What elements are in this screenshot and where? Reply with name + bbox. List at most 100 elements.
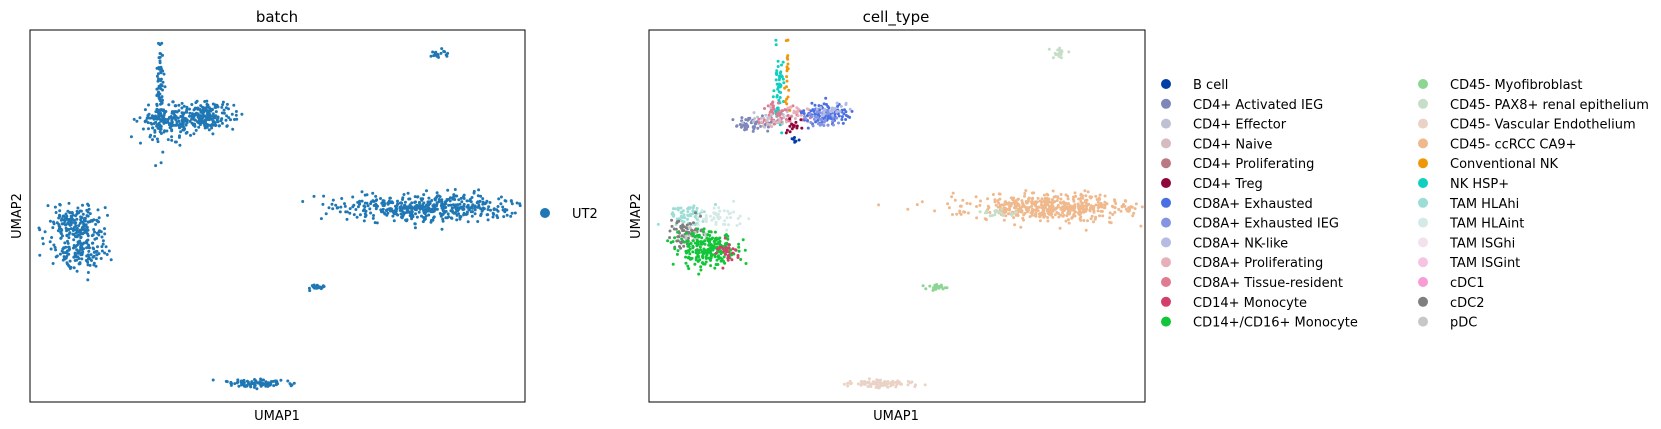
scatter-point [505, 213, 509, 217]
scatter-point [822, 112, 826, 116]
scatter-point [469, 200, 473, 204]
y-axis-label: UMAP2 [10, 193, 25, 239]
scatter-point [1042, 193, 1046, 197]
scatter-point [998, 203, 1002, 207]
scatter-point [702, 227, 706, 231]
scatter-point [997, 201, 1000, 205]
scatter-point [58, 252, 62, 256]
scatter-point [819, 122, 823, 126]
scatter-point [447, 215, 451, 219]
legend-label: B cell [1193, 78, 1228, 93]
scatter-point [369, 211, 373, 215]
scatter-point [818, 117, 822, 121]
scatter-point [1040, 197, 1044, 201]
scatter-point [1034, 200, 1037, 204]
scatter-point [687, 249, 691, 253]
scatter-point [75, 269, 79, 273]
scatter-point [72, 244, 76, 247]
scatter-point [782, 81, 786, 85]
scatter-point [998, 210, 1002, 214]
scatter-point [806, 126, 810, 130]
scatter-point [1022, 213, 1026, 217]
scatter-point [691, 244, 695, 248]
scatter-point [1098, 214, 1102, 218]
scatter-point [783, 86, 787, 90]
scatter-point [753, 117, 757, 120]
scatter-point [1043, 202, 1047, 206]
panel-title: cell_type [863, 8, 930, 27]
scatter-point [910, 380, 914, 384]
legend-item: CD14+/CD16+ Monocyte [1161, 316, 1358, 331]
scatter-point [706, 248, 710, 251]
scatter-point [778, 85, 782, 89]
scatter-point [413, 195, 417, 199]
scatter-point [343, 202, 346, 206]
scatter-point [86, 245, 90, 249]
scatter-point [104, 245, 108, 249]
scatter-point [756, 115, 760, 119]
scatter-point [1082, 219, 1086, 222]
legend-item: CD8A+ Exhausted [1161, 197, 1313, 212]
scatter-point [418, 201, 422, 205]
scatter-point [210, 117, 214, 121]
scatter-point [1140, 205, 1144, 209]
scatter-point [738, 214, 742, 218]
scatter-point [446, 188, 450, 192]
scatter-point [743, 125, 747, 129]
scatter-point [774, 71, 778, 75]
scatter-point [947, 206, 951, 210]
scatter-point [224, 106, 228, 110]
scatter-point [161, 98, 164, 102]
scatter-point [1016, 214, 1020, 217]
scatter-point [352, 203, 356, 207]
scatter-point [80, 228, 83, 232]
scatter-point [716, 263, 720, 266]
scatter-point [913, 385, 917, 389]
scatter-point [776, 110, 780, 114]
scatter-point [442, 202, 446, 206]
legend-label: CD4+ Proliferating [1193, 157, 1314, 172]
scatter-point [334, 203, 338, 207]
legend-item: TAM ISGhi [1418, 236, 1515, 251]
scatter-point [1072, 199, 1076, 203]
legend-label: CD14+/CD16+ Monocyte [1193, 316, 1358, 331]
scatter-point [233, 382, 237, 386]
scatter-point [148, 135, 152, 139]
scatter-point [155, 66, 159, 70]
scatter-point [206, 117, 210, 121]
scatter-point [1079, 199, 1083, 203]
scatter-point [753, 122, 757, 126]
legend-item: CD45- ccRCC CA9+ [1418, 137, 1577, 152]
scatter-point [732, 199, 736, 203]
scatter-point [717, 206, 721, 210]
scatter-point [722, 255, 726, 259]
scatter-point [159, 79, 163, 82]
scatter-point [698, 245, 702, 249]
legend-label: TAM HLAint [1449, 217, 1524, 232]
scatter-point [731, 118, 735, 122]
scatter-point [240, 383, 243, 387]
scatter-point [211, 132, 215, 136]
scatter-point [97, 216, 101, 220]
scatter-point [894, 385, 898, 389]
scatter-point [153, 134, 157, 138]
scatter-point [242, 383, 246, 387]
scatter-point [1129, 205, 1133, 209]
scatter-point [1046, 219, 1050, 223]
scatter-point [173, 104, 177, 108]
scatter-point [427, 196, 431, 200]
scatter-point [495, 214, 499, 218]
scatter-point [684, 231, 688, 235]
scatter-point [190, 117, 194, 121]
scatter-point [703, 232, 707, 236]
scatter-point [449, 203, 453, 207]
scatter-point [1066, 210, 1070, 214]
scatter-point [687, 255, 691, 259]
scatter-point [848, 115, 852, 119]
scatter-point [66, 241, 70, 245]
scatter-point [799, 113, 803, 117]
scatter-point [953, 198, 957, 202]
scatter-point [791, 123, 795, 127]
scatter-point [93, 230, 96, 234]
scatter-point [319, 217, 323, 221]
